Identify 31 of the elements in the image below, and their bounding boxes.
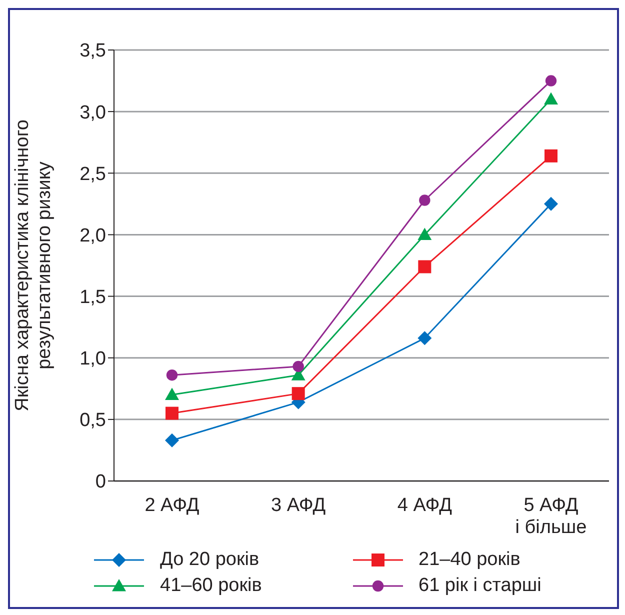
point — [544, 149, 558, 162]
point — [545, 75, 557, 86]
y-tick-label: 1,5 — [80, 287, 106, 308]
y-tick-label: 2,0 — [80, 225, 106, 246]
point — [419, 194, 430, 206]
y-tick-label: 0 — [95, 472, 106, 493]
point — [418, 331, 432, 346]
y-tick-label: 2,5 — [80, 164, 106, 185]
x-tick-label: 5 АФД і більше — [515, 495, 587, 538]
y-tick-label: 1,0 — [80, 348, 106, 370]
point — [544, 92, 558, 105]
legend-label: 41–60 років — [160, 575, 262, 597]
y-tick-label: 3,5 — [80, 40, 106, 62]
legend-label: 21–40 років — [418, 549, 520, 571]
point — [292, 387, 305, 400]
x-tick-label: 4 АФД — [397, 495, 452, 516]
legend-label: 61 рік і старші — [418, 575, 542, 597]
x-tick-label: 2 АФД — [144, 495, 200, 516]
point — [544, 196, 558, 211]
point — [292, 360, 304, 372]
point — [165, 433, 179, 448]
legend-label: До 20 років — [160, 549, 260, 571]
point — [418, 228, 432, 240]
point — [166, 406, 178, 420]
y-axis-title: Якісна характеристика клінічного результативного ризику — [12, 120, 55, 412]
y-tick-label: 0,5 — [80, 410, 106, 432]
y-tick-label: 3,0 — [80, 102, 106, 124]
point — [165, 388, 179, 400]
x-tick-label: 3 АФД — [271, 495, 326, 516]
point — [418, 260, 432, 274]
point — [166, 369, 178, 381]
